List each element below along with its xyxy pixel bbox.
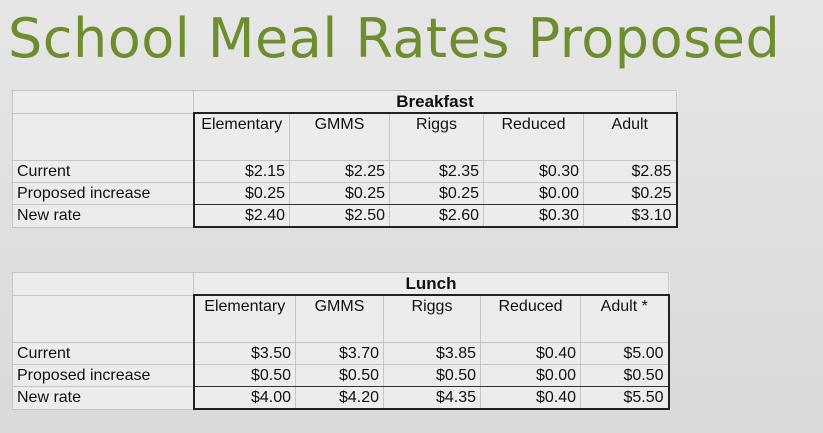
meal-heading: Lunch bbox=[193, 272, 669, 296]
column-header: Reduced bbox=[483, 112, 584, 161]
rate-cell: $0.40 bbox=[480, 342, 581, 365]
rate-cell: $0.25 bbox=[192, 182, 290, 205]
column-header: GMMS bbox=[295, 294, 384, 343]
table-row: New rate $2.40 $2.50 $2.60 $0.30 $3.10 bbox=[12, 204, 678, 228]
breakfast-rates-table: Breakfast Elementary GMMS Riggs Reduced … bbox=[12, 90, 678, 228]
rate-cell: $0.30 bbox=[483, 204, 584, 228]
lunch-rates-table: Lunch Elementary GMMS Riggs Reduced Adul… bbox=[12, 272, 670, 410]
rate-cell: $3.10 bbox=[582, 204, 678, 228]
rate-cell: $0.25 bbox=[289, 182, 390, 205]
rate-cell: $2.85 bbox=[582, 160, 678, 183]
row-label: Current bbox=[12, 342, 194, 365]
row-label: Proposed increase bbox=[12, 182, 194, 205]
column-header: Adult * bbox=[580, 294, 670, 343]
rate-cell: $0.00 bbox=[480, 364, 581, 387]
rate-cell: $2.25 bbox=[289, 160, 390, 183]
rate-cell: $0.25 bbox=[582, 182, 678, 205]
column-header: GMMS bbox=[289, 112, 390, 161]
table-corner-cell bbox=[12, 90, 194, 114]
rate-cell: $0.40 bbox=[480, 386, 581, 410]
column-header: Riggs bbox=[389, 112, 484, 161]
column-header: Elementary bbox=[192, 112, 290, 161]
rate-cell: $0.50 bbox=[383, 364, 481, 387]
rate-cell: $4.35 bbox=[383, 386, 481, 410]
table-row: Current $3.50 $3.70 $3.85 $0.40 $5.00 bbox=[12, 342, 670, 365]
rate-cell: $0.30 bbox=[483, 160, 584, 183]
rate-cell: $3.85 bbox=[383, 342, 481, 365]
blank-label-cell bbox=[12, 294, 194, 343]
rate-cell: $0.50 bbox=[580, 364, 670, 387]
rate-cell: $3.50 bbox=[192, 342, 296, 365]
rate-cell: $2.35 bbox=[389, 160, 484, 183]
column-header: Reduced bbox=[480, 294, 581, 343]
rate-cell: $2.40 bbox=[192, 204, 290, 228]
table-row: New rate $4.00 $4.20 $4.35 $0.40 $5.50 bbox=[12, 386, 670, 410]
rate-cell: $4.00 bbox=[192, 386, 296, 410]
rate-cell: $5.00 bbox=[580, 342, 670, 365]
row-label: Proposed increase bbox=[12, 364, 194, 387]
table-row: Proposed increase $0.25 $0.25 $0.25 $0.0… bbox=[12, 182, 678, 205]
rate-cell: $2.15 bbox=[192, 160, 290, 183]
rate-cell: $0.50 bbox=[295, 364, 384, 387]
column-header: Elementary bbox=[192, 294, 296, 343]
rate-cell: $2.50 bbox=[289, 204, 390, 228]
rate-cell: $3.70 bbox=[295, 342, 384, 365]
column-header: Adult bbox=[582, 112, 678, 161]
table-row: Proposed increase $0.50 $0.50 $0.50 $0.0… bbox=[12, 364, 670, 387]
rate-cell: $0.25 bbox=[389, 182, 484, 205]
table-corner-cell bbox=[12, 272, 194, 296]
rate-cell: $4.20 bbox=[295, 386, 384, 410]
rate-cell: $5.50 bbox=[580, 386, 670, 410]
row-label: Current bbox=[12, 160, 194, 183]
row-label: New rate bbox=[12, 386, 194, 410]
meal-heading: Breakfast bbox=[192, 90, 678, 114]
blank-label-cell bbox=[12, 112, 194, 161]
rate-cell: $2.60 bbox=[389, 204, 484, 228]
row-label: New rate bbox=[12, 204, 194, 228]
rate-cell: $0.00 bbox=[483, 182, 584, 205]
rate-cell: $0.50 bbox=[192, 364, 296, 387]
slide-title: School Meal Rates Proposed bbox=[8, 7, 781, 70]
column-header: Riggs bbox=[383, 294, 481, 343]
table-row: Current $2.15 $2.25 $2.35 $0.30 $2.85 bbox=[12, 160, 678, 183]
